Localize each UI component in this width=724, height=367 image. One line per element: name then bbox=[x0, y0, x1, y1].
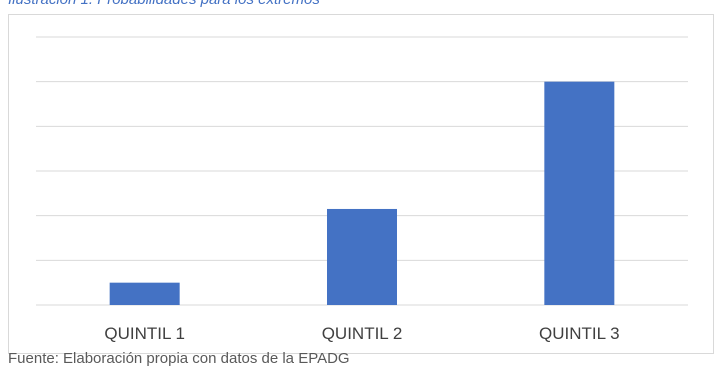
x-tick-label: QUINTIL 1 bbox=[104, 324, 185, 343]
chart-area: QUINTIL 1 QUINTIL 2 QUINTIL 3 bbox=[8, 14, 714, 354]
x-tick-label: QUINTIL 2 bbox=[322, 324, 403, 343]
figure-caption: Ilustración 1. Probabilidades para los e… bbox=[8, 0, 320, 8]
bar-quintil-3 bbox=[544, 81, 615, 306]
bar-quintil-2 bbox=[327, 208, 397, 305]
bar-quintil-1 bbox=[109, 282, 180, 305]
x-tick-label: QUINTIL 3 bbox=[539, 324, 620, 343]
bar-chart: QUINTIL 1 QUINTIL 2 QUINTIL 3 bbox=[36, 36, 688, 343]
source-note: Fuente: Elaboración propia con datos de … bbox=[8, 350, 350, 367]
